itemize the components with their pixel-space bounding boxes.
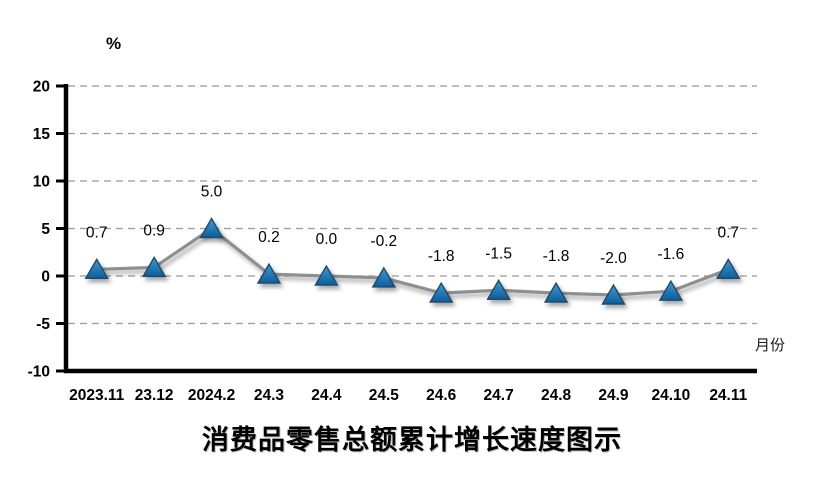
- svg-text:24.6: 24.6: [426, 387, 457, 404]
- y-axis-unit-label: %: [106, 34, 122, 53]
- data-line: [96, 226, 729, 297]
- svg-text:24.8: 24.8: [541, 387, 572, 404]
- chart-title: 消费品零售总额累计增长速度图示: [202, 425, 622, 455]
- svg-text:5: 5: [41, 221, 50, 238]
- data-point-marker: [371, 266, 397, 288]
- data-markers: [84, 217, 741, 305]
- data-point-marker: [199, 217, 224, 239]
- data-point-marker: [601, 283, 626, 305]
- data-point-marker: [716, 257, 741, 280]
- data-label: -2.0: [600, 250, 627, 267]
- data-label: 0.2: [258, 229, 280, 246]
- data-labels: 0.7 0.9 5.0 0.2 0.0 -0.2 -1.8 -1.5 -1.8 -2.0 -1.6 0…: [86, 184, 739, 268]
- data-point-marker: [141, 256, 167, 278]
- svg-text:2023.11: 2023.11: [69, 387, 125, 404]
- svg-text:24.10: 24.10: [651, 387, 690, 404]
- y-axis-tick-labels: 20 15 10 5 0 -5 -10: [28, 79, 51, 381]
- data-label: 5.0: [201, 184, 223, 201]
- data-point-marker: [486, 278, 511, 300]
- svg-text:24.3: 24.3: [254, 387, 285, 404]
- data-label: -1.8: [543, 248, 570, 265]
- svg-text:-5: -5: [36, 316, 50, 333]
- svg-text:2024.2: 2024.2: [188, 387, 235, 404]
- data-point-marker: [543, 281, 569, 303]
- data-label: 0.0: [316, 231, 338, 248]
- svg-text:24.11: 24.11: [709, 387, 747, 404]
- gridlines: [68, 85, 757, 325]
- svg-text:20: 20: [33, 79, 50, 96]
- data-label: 0.9: [143, 222, 165, 239]
- svg-text:24.5: 24.5: [369, 387, 400, 404]
- svg-text:0: 0: [41, 269, 50, 286]
- data-point-marker: [256, 262, 282, 284]
- svg-text:-10: -10: [28, 364, 50, 381]
- svg-text:15: 15: [33, 126, 51, 143]
- svg-text:23.12: 23.12: [135, 387, 174, 404]
- data-point-marker: [428, 281, 454, 303]
- svg-text:24.7: 24.7: [484, 387, 514, 404]
- data-point-marker: [84, 257, 109, 280]
- svg-text:24.4: 24.4: [311, 387, 342, 404]
- data-label: -1.5: [485, 245, 512, 262]
- data-label: -1.6: [658, 246, 685, 263]
- data-label: 0.7: [718, 224, 740, 241]
- x-axis-unit-label: 月份: [755, 337, 786, 354]
- svg-text:24.9: 24.9: [598, 387, 629, 404]
- data-label: -1.8: [428, 248, 455, 265]
- svg-text:10: 10: [33, 174, 50, 191]
- data-point-marker: [314, 264, 339, 286]
- data-label: -0.2: [370, 233, 397, 250]
- data-point-marker: [658, 279, 684, 301]
- axes: [56, 84, 757, 374]
- data-label: 0.7: [86, 224, 108, 241]
- x-axis-tick-labels: 2023.11 23.12 2024.2 24.3 24.4 24.5 24.6 24.7 24…: [69, 387, 748, 404]
